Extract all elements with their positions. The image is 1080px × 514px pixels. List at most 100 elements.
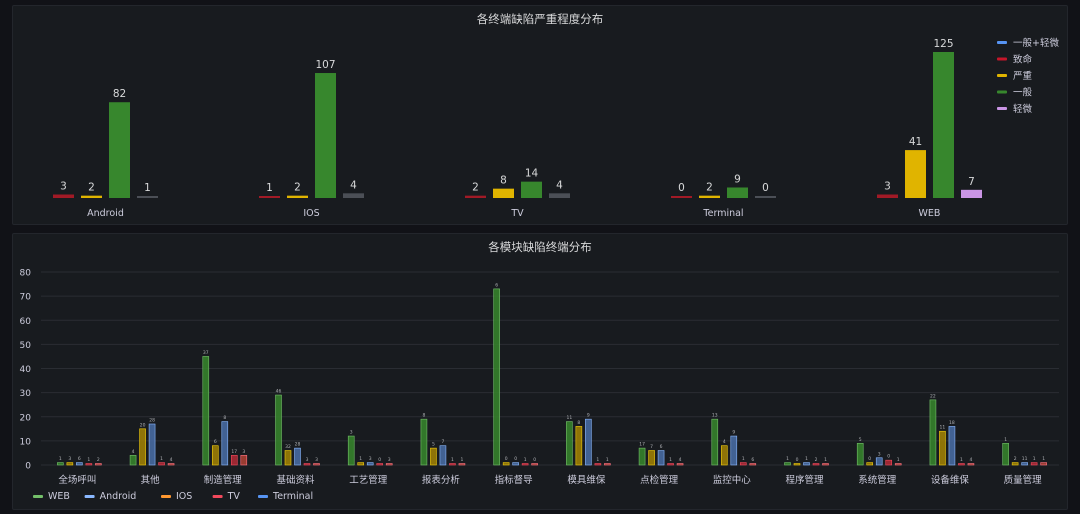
bar-point-label: 46 — [276, 389, 282, 395]
bar-TV-严重 — [493, 188, 514, 198]
bar-point-label: 1 — [451, 457, 454, 463]
bar-point-label: 2 — [1014, 456, 1017, 462]
x-tick-label-基础资料: 基础资料 — [276, 474, 315, 486]
bar-point-label: 3 — [350, 430, 353, 436]
bar-point-label: 1 — [786, 456, 789, 462]
bar-其他-IOS — [148, 423, 156, 466]
bar-value-label: 3 — [60, 180, 67, 192]
bar-point-label: 0 — [514, 456, 517, 462]
bar-point-label: 8 — [223, 415, 226, 421]
bar-point-label: 5 — [432, 442, 435, 448]
bar-point-label: 1 — [1004, 437, 1007, 443]
bar-设备维保-TV — [958, 463, 965, 466]
bar-Terminal-一般+轻微 — [755, 196, 776, 198]
bar-value-label: 7 — [968, 176, 975, 188]
bar-报表分析-Android — [430, 447, 437, 466]
severity-panel-title: 各终端缺陷严重程度分布 — [476, 12, 604, 26]
bar-IOS-一般 — [315, 73, 336, 198]
bar-point-label: 1 — [824, 457, 827, 463]
bar-WEB-致命 — [877, 194, 898, 198]
bar-point-label: 2 — [815, 457, 818, 463]
y-tick-label: 60 — [20, 317, 32, 327]
legend-swatch-WEB — [33, 495, 43, 498]
bar-point-label: 3 — [242, 449, 245, 455]
bar-Android-严重 — [81, 195, 102, 198]
bar-point-label: 0 — [887, 454, 890, 460]
bar-监控中心-WEB — [711, 418, 719, 466]
y-tick-label: 30 — [20, 389, 32, 399]
bar-其他-TV — [158, 462, 165, 466]
bar-value-label: 107 — [315, 59, 335, 71]
bar-全场呼叫-WEB — [57, 462, 64, 466]
x-tick-label-系统管理: 系统管理 — [858, 474, 897, 486]
y-tick-label: 20 — [20, 413, 32, 423]
legend-swatch-严重 — [997, 74, 1007, 77]
bar-point-label: 17 — [231, 449, 237, 455]
bar-程序管理-TV — [812, 463, 820, 466]
bar-Android-一般 — [109, 102, 130, 198]
bar-value-label: 9 — [734, 173, 741, 185]
bar-point-label: 1 — [524, 457, 527, 463]
bar-系统管理-Android — [866, 462, 874, 466]
bar-point-label: 4 — [679, 457, 682, 463]
bar-value-label: 3 — [884, 180, 891, 192]
module-panel-title: 各模块缺陷终端分布 — [488, 240, 592, 254]
bar-point-label: 7 — [650, 444, 653, 450]
bar-point-label: 0 — [533, 457, 536, 463]
legend-label-一般: 一般 — [1013, 87, 1033, 99]
legend-swatch-Terminal — [258, 495, 268, 498]
bar-point-label: 4 — [723, 439, 726, 445]
bar-其他-Android — [139, 428, 146, 466]
bar-制造管理-Android — [211, 445, 219, 466]
bar-point-label: 1 — [1042, 456, 1045, 462]
bar-模具维保-IOS — [585, 418, 592, 466]
bar-质量管理-Terminal — [1040, 462, 1047, 466]
bar-工艺管理-Terminal — [385, 463, 393, 466]
category-label-Terminal: Terminal — [702, 208, 743, 219]
bar-value-label: 2 — [706, 182, 713, 194]
bar-point-label: 17 — [639, 442, 645, 448]
bar-报表分析-Terminal — [458, 463, 466, 466]
bar-point-label: 1 — [897, 457, 900, 463]
bar-模具维保-TV — [594, 463, 602, 466]
bar-工艺管理-TV — [376, 463, 384, 466]
bar-point-label: 7 — [441, 439, 444, 445]
legend-label-IOS: IOS — [176, 491, 192, 502]
bar-模具维保-Terminal — [604, 463, 611, 466]
bar-质量管理-TV — [1030, 462, 1038, 466]
bar-WEB-严重 — [905, 150, 926, 198]
legend-label-WEB: WEB — [48, 491, 70, 502]
bar-基础资料-Android — [284, 450, 292, 466]
bar-value-label: 41 — [909, 136, 922, 148]
bar-point-label: 8 — [577, 420, 580, 426]
bar-point-label: 1 — [59, 456, 62, 462]
x-tick-label-制造管理: 制造管理 — [204, 474, 243, 486]
bar-point-label: 1 — [460, 457, 463, 463]
bar-point-label: 1 — [960, 457, 963, 463]
x-tick-label-程序管理: 程序管理 — [785, 474, 824, 486]
bar-基础资料-IOS — [294, 447, 301, 466]
x-tick-label-全场呼叫: 全场呼叫 — [58, 474, 96, 486]
bar-程序管理-Terminal — [822, 463, 829, 466]
bar-value-label: 2 — [294, 182, 301, 194]
category-label-TV: TV — [510, 208, 524, 219]
x-tick-label-其他: 其他 — [141, 474, 161, 486]
bar-value-label: 125 — [933, 38, 953, 50]
bar-全场呼叫-IOS — [76, 462, 83, 466]
bar-point-label: 1 — [805, 456, 808, 462]
bar-point-label: 1 — [742, 456, 745, 462]
bar-TV-一般 — [521, 181, 542, 198]
bar-质量管理-Android — [1011, 462, 1019, 466]
bar-全场呼叫-Android — [66, 462, 74, 466]
bar-point-label: 32 — [285, 444, 291, 450]
bar-程序管理-WEB — [784, 462, 791, 466]
bar-Terminal-一般 — [727, 187, 748, 198]
bar-point-label: 6 — [751, 457, 754, 463]
bar-Terminal-严重 — [699, 195, 720, 198]
legend-label-致命: 致命 — [1013, 54, 1033, 66]
bar-程序管理-IOS — [803, 462, 810, 466]
bar-制造管理-IOS — [221, 421, 229, 466]
bar-point-label: 0 — [868, 456, 871, 462]
bar-point-label: 3 — [878, 451, 881, 457]
